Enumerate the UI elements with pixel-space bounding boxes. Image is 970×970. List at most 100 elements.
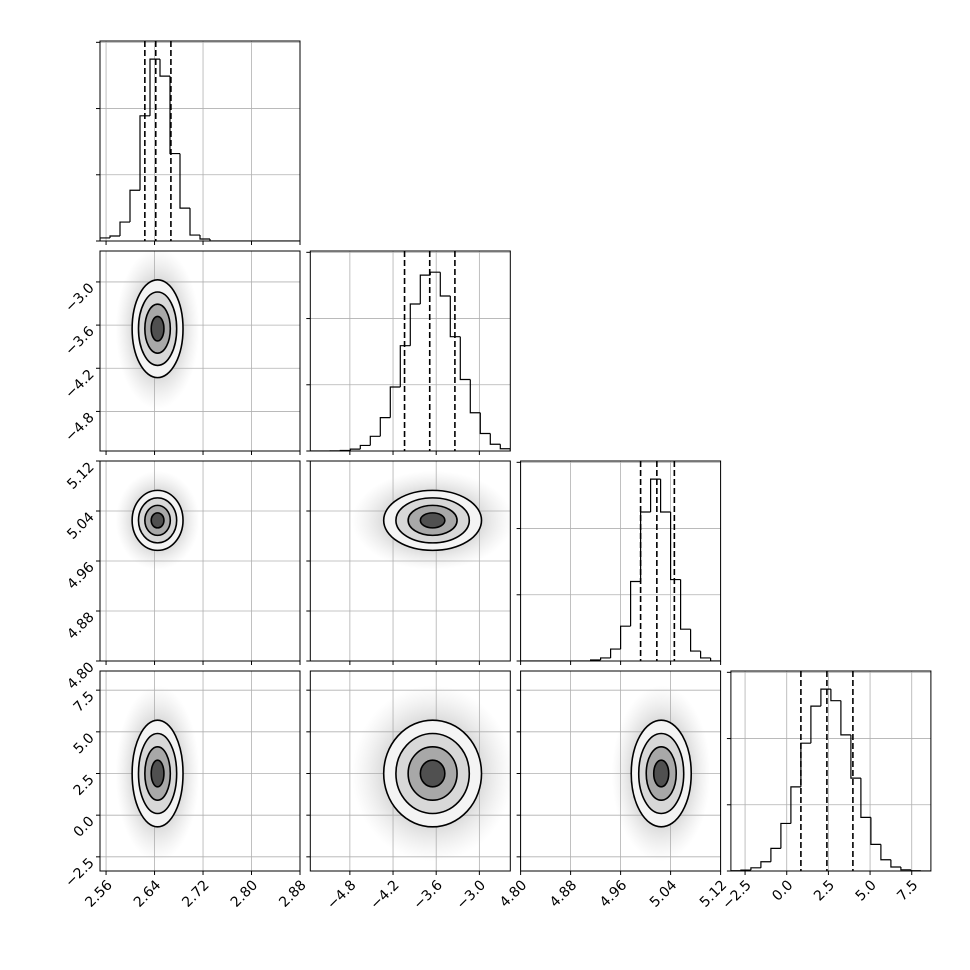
panel-frame: [99, 40, 301, 242]
hist-bin: [770, 847, 781, 862]
x-tick-label: 2.72: [179, 877, 212, 910]
panel: [516, 460, 722, 665]
panel: [96, 40, 301, 245]
hist-bin: [830, 689, 841, 702]
hist-bin: [780, 822, 791, 849]
contour: [137, 732, 178, 815]
hist-bin: [109, 235, 120, 238]
hist-bin: [100, 237, 110, 241]
x-tick-label: −3.6: [411, 877, 446, 912]
hist-bin: [660, 479, 671, 513]
hist-bin: [900, 867, 911, 871]
y-tick-label: 4.96: [64, 559, 97, 592]
contour: [407, 746, 458, 801]
y-tick-label: −2.5: [62, 855, 97, 890]
hist-bin: [159, 59, 170, 77]
x-tick-label: 2.80: [228, 877, 261, 910]
hist-bin: [610, 648, 621, 658]
contour: [382, 719, 483, 828]
density-fill: [151, 512, 164, 528]
panel-bg: [310, 251, 511, 451]
y-tick-label: 0.0: [71, 814, 98, 841]
hist-bin: [439, 272, 451, 297]
y-tick-label: −4.8: [62, 410, 97, 445]
hist-bin: [479, 412, 491, 435]
hist-bin: [369, 435, 381, 446]
density-fill: [653, 760, 669, 787]
panel-frame: [309, 460, 511, 662]
hist-bin: [149, 58, 160, 116]
hist-bin: [790, 786, 801, 824]
x-tick-label: −4.2: [367, 877, 402, 912]
panel-frame: [730, 670, 932, 872]
hist-bin: [209, 239, 220, 241]
y-tick-label: −4.2: [62, 367, 97, 402]
contour: [395, 732, 471, 815]
contour: [630, 719, 693, 828]
contour: [395, 497, 471, 544]
x-tick-label: 5.0: [853, 877, 880, 904]
hist-bin: [419, 274, 431, 304]
contour: [407, 504, 458, 537]
contour: [419, 759, 446, 788]
hist-bin: [489, 433, 501, 445]
contour: [144, 504, 172, 537]
density-fill: [420, 760, 445, 787]
y-tick-label: 5.12: [64, 459, 97, 492]
hist-bin: [810, 705, 821, 744]
hist-bin: [139, 115, 150, 191]
x-tick-label: −2.5: [719, 877, 754, 912]
y-tick-label: 4.80: [64, 659, 97, 692]
hist-bin: [850, 734, 861, 779]
hist-bin: [189, 208, 200, 236]
panel-frame: [99, 670, 301, 872]
x-tick-label: 2.56: [82, 877, 115, 910]
hist-bin: [750, 867, 761, 871]
y-tick-label: −3.6: [62, 323, 97, 358]
panel: 4.80 4.88 4.96 5.04 5.12: [64, 459, 301, 693]
panel-frame: [99, 250, 301, 452]
x-tick-label: −3.0: [454, 877, 489, 912]
hist-bin: [169, 76, 180, 155]
y-tick-label: 5.04: [64, 509, 97, 542]
hist-bin: [379, 417, 391, 437]
hist-bin: [760, 861, 771, 868]
hist-bin: [620, 625, 631, 650]
hist-bin: [199, 235, 210, 240]
x-tick-label: 7.5: [894, 877, 921, 904]
contour: [131, 719, 184, 828]
hist-bin: [359, 444, 371, 450]
contour: [137, 291, 178, 367]
contour: [144, 303, 172, 354]
hist-bin: [469, 379, 481, 414]
contour: [150, 759, 165, 788]
density-fill: [420, 512, 445, 528]
hist-bin: [680, 579, 691, 630]
panel-bg: [100, 41, 300, 241]
hist-bin: [499, 444, 511, 451]
hist-bin: [880, 844, 891, 861]
hist-bin: [690, 629, 701, 652]
contour: [150, 512, 165, 529]
hist-bin: [670, 511, 681, 581]
hist-bin: [119, 221, 130, 236]
panel-frame: [520, 460, 722, 662]
panel-bg: [730, 671, 931, 871]
x-tick-label: 2.5: [811, 877, 838, 904]
x-tick-label: 5.04: [647, 877, 680, 910]
y-tick-label: 5.0: [71, 730, 98, 757]
hist-bin: [890, 859, 901, 868]
contour: [150, 315, 165, 342]
panel: −2.5 0.0 2.5 5.0 7.5: [719, 670, 932, 913]
y-tick-label: −3.0: [62, 280, 97, 315]
contour: [131, 278, 184, 379]
hist-bin: [449, 296, 461, 338]
contour: [144, 746, 172, 801]
hist-bin: [710, 657, 721, 661]
panel-frame: [309, 670, 511, 872]
panel: [306, 250, 511, 455]
y-tick-label: 4.88: [64, 609, 97, 642]
x-tick-label: 4.96: [597, 877, 630, 910]
